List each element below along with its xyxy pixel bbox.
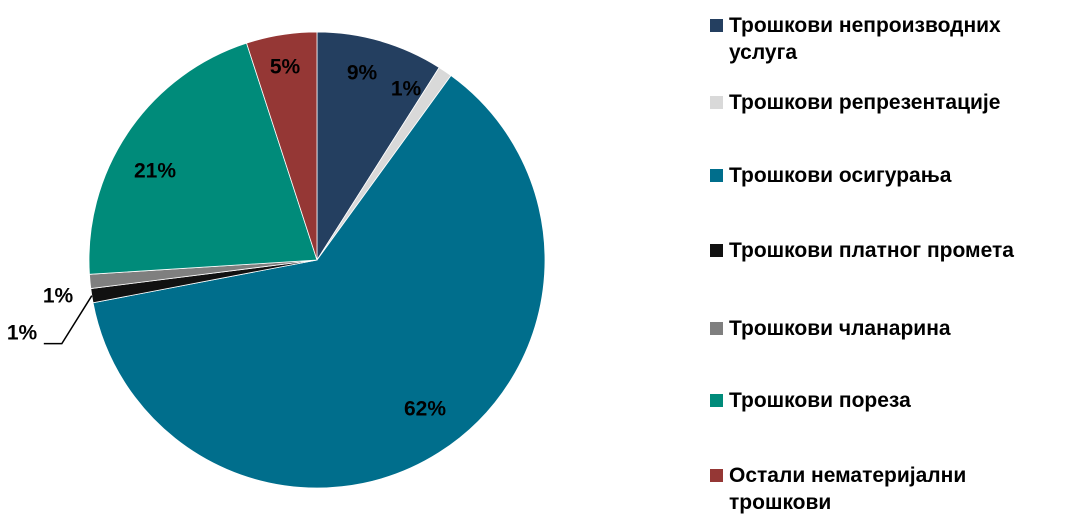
slice	[88, 42, 318, 275]
pie: 9%1%62%1%1%21%5%	[7, 31, 546, 489]
leader-line	[43, 295, 93, 345]
legend-swatch	[710, 322, 723, 335]
slice	[316, 31, 440, 262]
legend-item: Трошкови репрезентације	[710, 89, 1070, 116]
data-label: 1%	[7, 322, 38, 345]
data-label: 21%	[134, 160, 176, 183]
legend-label: Трошкови репрезентације	[729, 91, 1001, 114]
legend-item: Трошкови непроизводних услуга	[710, 12, 1070, 66]
legend-swatch	[710, 394, 723, 407]
legend-item: Остали нематеријални трошкови	[710, 462, 1070, 516]
legend-label: Остали нематеријални трошкови	[729, 464, 967, 514]
legend-item: Трошкови чланарина	[710, 315, 1070, 342]
data-label: 62%	[404, 398, 446, 421]
data-label: 9%	[347, 62, 378, 85]
legend-item: Трошкови пореза	[710, 387, 1070, 414]
legend-label: Трошкови чланарина	[729, 317, 951, 340]
legend-item: Трошкови платног промета	[710, 237, 1070, 264]
legend-swatch	[710, 169, 723, 182]
legend-label: Трошкови пореза	[729, 389, 911, 412]
legend-swatch	[710, 244, 723, 257]
legend-swatch	[710, 96, 723, 109]
data-label: 1%	[391, 78, 422, 101]
legend-swatch	[710, 469, 723, 482]
legend-swatch	[710, 19, 723, 32]
legend-item: Трошкови осигурања	[710, 162, 1070, 189]
legend-label: Трошкови платног промета	[729, 239, 1014, 262]
data-label: 1%	[43, 285, 74, 308]
slice	[246, 31, 318, 261]
data-label: 5%	[270, 56, 301, 79]
legend-label: Трошкови непроизводних услуга	[729, 14, 1001, 64]
legend-label: Трошкови осигурања	[729, 164, 952, 187]
slice	[92, 74, 546, 489]
